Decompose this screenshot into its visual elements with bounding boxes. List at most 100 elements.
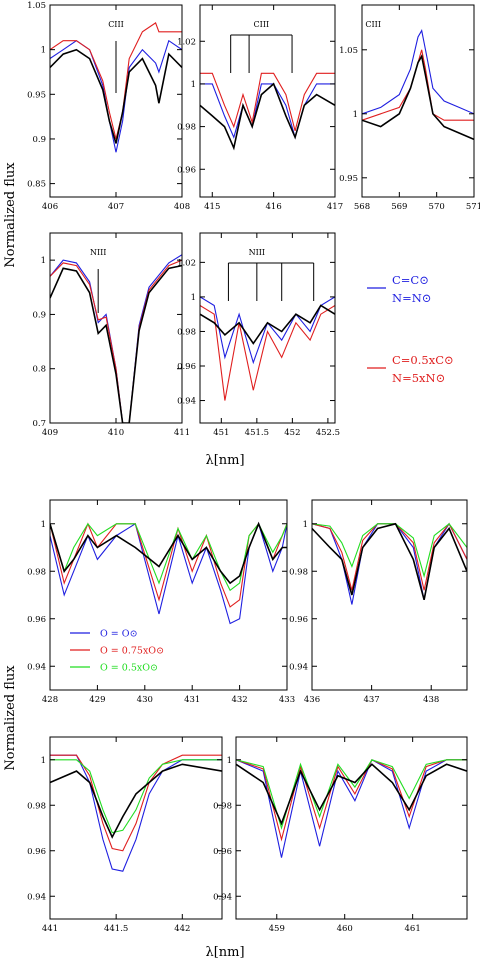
x-tick-label: 571 xyxy=(466,202,480,212)
legend-label: N=N⊙ xyxy=(392,291,431,305)
plot-frame xyxy=(199,232,336,424)
legend-label: N=5xN⊙ xyxy=(392,371,445,385)
y-tick-label: 0.98 xyxy=(27,567,46,577)
plot-frame xyxy=(49,499,288,691)
x-tick-label: 417 xyxy=(327,202,343,212)
x-tick-label: 408 xyxy=(174,202,190,212)
y-tick-label: 0.94 xyxy=(213,892,232,902)
y-tick-label: 0.96 xyxy=(213,847,232,857)
line-id-label: CIII xyxy=(108,20,124,29)
series-line-green xyxy=(236,759,467,830)
series-line-green xyxy=(312,523,467,579)
x-tick-label: 428 xyxy=(42,695,58,705)
y-tick-label: 0.9 xyxy=(32,135,46,145)
y-tick-label: 0.96 xyxy=(289,615,308,625)
y-tick-label: 1 xyxy=(41,46,46,56)
x-tick-label: 442 xyxy=(174,924,190,934)
x-tick-label: 437 xyxy=(363,695,379,705)
series-line-green xyxy=(50,759,222,834)
series-line-blue xyxy=(50,254,182,423)
y-tick-label: 0.85 xyxy=(27,180,46,190)
y-tick-label: 0.98 xyxy=(213,801,232,811)
plot-frame xyxy=(49,736,223,920)
chart-panel: 428 429 430 431 432 433 0.94 0.96 0.98 1 xyxy=(27,499,295,705)
top-ylabel: Normalized flux xyxy=(3,162,18,268)
y-tick-label: 0.94 xyxy=(177,397,196,407)
x-tick-label: 415 xyxy=(204,202,220,212)
x-tick-label: 433 xyxy=(279,695,295,705)
legend-label: O = O⊙ xyxy=(100,629,138,640)
series-line-red xyxy=(200,305,335,401)
series-line-black xyxy=(50,763,222,839)
y-tick-label: 1 xyxy=(41,256,46,266)
y-tick-label: 1 xyxy=(191,80,196,90)
y-tick-label: 1.05 xyxy=(339,46,358,56)
y-tick-label: 1 xyxy=(353,110,358,120)
x-tick-label: 431 xyxy=(184,695,200,705)
plot-frame xyxy=(49,4,183,198)
legend-label: C=C⊙ xyxy=(392,273,429,287)
y-tick-label: 1 xyxy=(191,293,196,303)
x-tick-label: 432 xyxy=(231,695,247,705)
series-line-blue xyxy=(236,759,467,858)
chart-panel: 406 407 408 0.85 0.9 0.95 1 1.05 CIII xyxy=(27,1,190,212)
legend-label: O = 0.5xO⊙ xyxy=(100,663,158,674)
series-line-red xyxy=(200,72,335,132)
y-tick-label: 1 xyxy=(227,756,232,766)
x-tick-label: 430 xyxy=(137,695,153,705)
y-tick-label: 0.95 xyxy=(339,174,358,184)
x-tick-label: 568 xyxy=(354,202,370,212)
series-line-blue xyxy=(362,29,474,115)
y-tick-label: 0.7 xyxy=(32,419,46,429)
y-tick-label: 0.98 xyxy=(289,567,308,577)
series-line-green xyxy=(50,522,287,592)
x-tick-label: 429 xyxy=(89,695,105,705)
x-tick-label: 416 xyxy=(266,202,282,212)
y-tick-label: 1.02 xyxy=(177,258,196,268)
series-line-black xyxy=(50,264,182,423)
y-tick-label: 0.98 xyxy=(177,327,196,337)
x-tick-label: 451.5 xyxy=(245,428,269,438)
x-tick-label: 569 xyxy=(391,202,407,212)
series-line-black xyxy=(312,522,467,601)
line-id-label: NIII xyxy=(249,248,265,257)
plot-frame xyxy=(361,4,475,198)
series-line-red xyxy=(50,259,182,423)
y-tick-label: 1 xyxy=(303,520,308,530)
chart-panels: 406 407 408 0.85 0.9 0.95 1 1.05 CIII 415 416 417 0.… xyxy=(27,1,480,934)
x-tick-label: 411 xyxy=(174,428,190,438)
plot-frame xyxy=(199,4,336,198)
y-tick-label: 0.9 xyxy=(32,310,46,320)
x-tick-label: 452.5 xyxy=(316,428,340,438)
top-xlabel: λ[nm] xyxy=(205,453,244,468)
series-line-black xyxy=(236,763,467,826)
x-tick-label: 436 xyxy=(304,695,320,705)
chart-panel: 409 410 411 0.7 0.8 0.9 1 NIII xyxy=(32,232,190,438)
legend-composition: C=C⊙ N=N⊙ C=0.5xC⊙ N=5xN⊙ xyxy=(367,273,454,385)
y-tick-label: 0.96 xyxy=(27,615,46,625)
series-line-blue xyxy=(50,754,222,872)
y-tick-label: 0.94 xyxy=(289,662,308,672)
series-line-black xyxy=(50,48,182,144)
line-id-label: CIII xyxy=(254,20,270,29)
y-tick-label: 0.8 xyxy=(32,365,46,375)
series-line-black xyxy=(200,304,335,345)
chart-panel: 568 569 570 571 0.95 1 1.05 CIII xyxy=(339,4,480,212)
plot-frame xyxy=(235,736,468,920)
bottom-xlabel: λ[nm] xyxy=(205,945,244,960)
series-line-black xyxy=(50,521,287,585)
y-tick-label: 1.02 xyxy=(177,37,196,47)
x-tick-label: 406 xyxy=(42,202,58,212)
chart-panel: 441 441.5 442 0.94 0.96 0.98 1 xyxy=(27,736,223,934)
x-tick-label: 409 xyxy=(42,428,58,438)
y-tick-label: 1.05 xyxy=(27,1,46,11)
x-tick-label: 461 xyxy=(405,924,421,934)
legend-label: O = 0.75xO⊙ xyxy=(100,646,164,657)
series-line-red xyxy=(50,522,287,608)
x-tick-label: 441 xyxy=(42,924,58,934)
x-tick-label: 452 xyxy=(284,428,300,438)
y-tick-label: 0.94 xyxy=(27,892,46,902)
x-tick-label: 410 xyxy=(108,428,124,438)
x-tick-label: 459 xyxy=(269,924,285,934)
y-tick-label: 0.96 xyxy=(177,165,196,175)
